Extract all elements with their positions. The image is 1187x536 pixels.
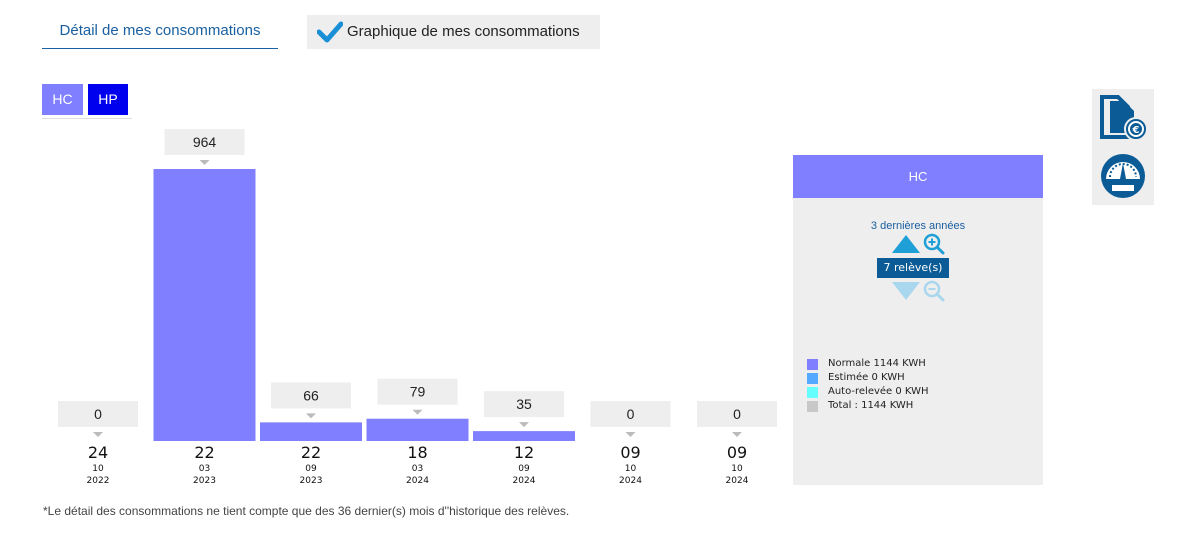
meter-gauge-icon[interactable] [1098, 151, 1148, 199]
value-label-2: 66 [271, 382, 351, 419]
chart-svg: 0 24 10 2022 964 22 03 2023 66 22 09 2023 79 18 03 2024… [58, 129, 777, 486]
summary-panel: HC 3 dernières années 7 relève(s) Normal… [793, 155, 1043, 485]
date-day-5: 09 [620, 443, 640, 462]
value-label-0: 0 [58, 401, 138, 437]
bar-2[interactable] [260, 422, 362, 441]
checkmark-icon [317, 21, 343, 43]
date-month-6: 10 [731, 464, 743, 474]
releve-count-badge: 7 relève(s) [877, 258, 949, 278]
toggle-divider [42, 118, 132, 119]
legend-item: Estimée 0 KWH [807, 371, 929, 385]
date-day-0: 24 [88, 443, 108, 462]
svg-text:€: € [1132, 125, 1140, 136]
date-year-1: 2023 [193, 476, 216, 486]
arrow-down-icon[interactable] [892, 282, 920, 300]
arrow-up-icon[interactable] [892, 235, 920, 253]
tab-detail-consommations[interactable]: Détail de mes consommations [42, 14, 278, 49]
side-icon-bar: € [1092, 89, 1154, 205]
date-month-5: 10 [625, 464, 637, 474]
date-year-3: 2024 [406, 476, 429, 486]
period-label: 3 dernières années [870, 220, 966, 232]
svg-text:0: 0 [94, 406, 102, 422]
legend-label: Estimée 0 KWH [828, 372, 905, 383]
date-day-2: 22 [301, 443, 321, 462]
hp-toggle-button[interactable]: HP [88, 84, 128, 115]
legend-label: Total : 1144 KWH [828, 400, 914, 411]
value-label-1: 964 [164, 129, 245, 165]
svg-text:35: 35 [516, 396, 532, 412]
legend-item: Auto-relevée 0 KWH [807, 385, 929, 399]
tab-graphique-consommations[interactable]: Graphique de mes consommations [307, 15, 600, 49]
value-label-4: 35 [484, 391, 564, 428]
legend-swatch-auto-relevee [807, 387, 818, 398]
legend-item: Normale 1144 KWH [807, 357, 929, 371]
panel-header: HC [793, 155, 1043, 198]
value-label-3: 79 [377, 378, 458, 415]
date-month-0: 10 [92, 464, 104, 474]
svg-text:66: 66 [303, 387, 319, 403]
svg-text:0: 0 [627, 406, 635, 422]
date-day-1: 22 [194, 443, 214, 462]
date-year-4: 2024 [513, 476, 536, 486]
date-year-6: 2024 [726, 476, 749, 486]
value-label-6: 0 [697, 401, 777, 437]
date-year-5: 2024 [619, 476, 642, 486]
date-month-1: 03 [199, 464, 210, 474]
date-year-2: 2023 [300, 476, 323, 486]
date-year-0: 2022 [87, 476, 110, 486]
date-day-6: 09 [727, 443, 747, 462]
document-euro-icon[interactable]: € [1098, 93, 1148, 143]
legend-label: Auto-relevée 0 KWH [828, 386, 929, 397]
legend-item: Total : 1144 KWH [807, 399, 929, 413]
svg-text:79: 79 [410, 384, 426, 400]
legend-swatch-estimee [807, 373, 818, 384]
date-day-4: 12 [514, 443, 534, 462]
svg-text:0: 0 [733, 406, 741, 422]
tab-graphique-label: Graphique de mes consommations [347, 23, 580, 40]
bar-1[interactable] [153, 169, 256, 441]
legend-label: Normale 1144 KWH [828, 358, 926, 369]
bar-4[interactable] [473, 431, 575, 441]
footnote: *Le détail des consommations ne tient co… [43, 504, 570, 518]
date-day-3: 18 [407, 443, 427, 462]
value-label-5: 0 [590, 401, 671, 437]
zoom-out-icon[interactable] [923, 280, 945, 302]
hc-toggle-button[interactable]: HC [42, 84, 83, 115]
date-month-3: 03 [412, 464, 423, 474]
svg-text:964: 964 [193, 134, 217, 150]
date-month-2: 09 [305, 464, 317, 474]
zoom-in-icon[interactable] [923, 233, 945, 255]
legend-swatch-total [807, 401, 818, 412]
chart-legend: Normale 1144 KWH Estimée 0 KWH Auto-rele… [807, 357, 929, 413]
consumption-bar-chart: 0 24 10 2022 964 22 03 2023 66 22 09 2023 79 18 03 2024… [40, 120, 790, 490]
bar-3[interactable] [366, 418, 469, 441]
date-month-4: 09 [518, 464, 530, 474]
legend-swatch-normale [807, 359, 818, 370]
